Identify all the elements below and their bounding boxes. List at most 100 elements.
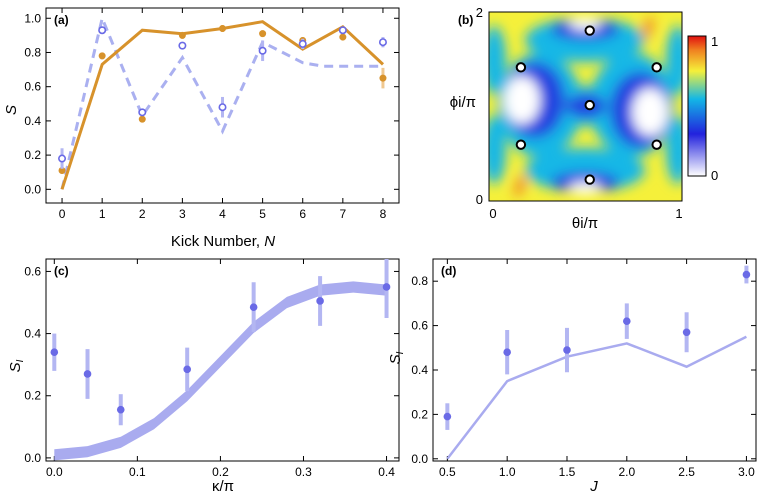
y-axis-title-a: S [3,105,20,115]
x-axis-title-d: J [589,478,598,495]
theory-band [54,281,387,461]
orange-data-point [98,52,106,60]
x-tick-label-a: 1 [99,207,106,221]
y-tick-label-a: 0.8 [24,45,41,59]
data-point [563,346,571,354]
panel-c: 0.0 0.1 0.2 0.3 0.4 0.0 0.2 0.4 0.6 (c) κ/π SI [7,258,400,495]
y-tick-label-a: 1.0 [24,11,41,25]
y-tick-label-c: 0.4 [24,327,41,341]
plot-frame-b [488,11,683,202]
y-tick-b-0: 0 [476,192,483,207]
data-point [116,405,125,414]
x-tick-label-a: 2 [139,207,146,221]
panel-label-d: (d) [441,264,456,278]
heatmap-marker [651,62,662,73]
x-tick-label-c: 0.1 [129,465,146,479]
data-point [316,297,324,305]
y-tick-label-a: 0.2 [24,148,41,162]
x-tick-label-a: 4 [219,207,226,221]
y-tick-label-d: 0.4 [411,363,428,377]
x-tick-label-c: 0.4 [378,465,395,479]
x-axis-title-b: θi/π [572,215,598,232]
blue-open-data-point [338,26,347,35]
y-tick-label-a: 0.0 [24,182,41,196]
data-point [249,303,258,311]
orange-data-point [58,167,66,174]
y-tick-label-d: 0.0 [411,452,428,466]
data-point [382,283,391,291]
y-axis-title-c: SI [7,359,26,372]
x-tick-label-a: 3 [179,207,186,221]
y-tick-label-d: 0.2 [411,407,428,421]
x-tick-label-d: 1.5 [559,465,576,479]
panel-b: (b) 2 0 0 1 θi/π ϕi/π 1 0 [450,5,718,232]
x-tick-label-a: 6 [299,207,306,221]
data-point [443,412,452,421]
x-tick-label-c: 0.3 [295,465,312,479]
y-tick-label-c: 0.6 [24,264,41,278]
y-tick-label-c: 0.2 [24,389,41,403]
heatmap-marker [651,139,662,150]
orange-data-point [138,115,146,123]
x-tick-b-1: 1 [675,206,682,221]
x-tick-label-d: 2.0 [618,465,635,479]
blue-open-data-point [98,26,107,35]
data-point [183,365,191,374]
heatmap-marker [584,99,595,111]
dashed-theory-line [60,13,383,190]
orange-data-point [219,25,226,33]
data-point [503,348,511,357]
x-axis-title-a: Kick Number, N [171,233,275,250]
y-tick-label-c: 0.0 [24,451,41,465]
colorbar-tick-min: 0 [711,168,718,183]
x-tick-label-c: 0.2 [212,465,229,479]
y-tick-label-d: 0.6 [411,319,428,333]
x-tick-label-d: 1.0 [499,465,516,479]
x-tick-label-a: 0 [59,207,66,221]
colorbar-tick-max: 1 [711,34,718,49]
y-tick-label-a: 0.6 [24,80,41,94]
blue-open-data-point [178,41,187,50]
orange-data-point [259,30,267,38]
data-point [682,328,691,337]
data-point [742,270,751,279]
blue-open-data-point [58,154,67,163]
heatmap-marker [584,174,595,185]
heatmap-marker [515,62,527,73]
panel-label-b: (b) [458,13,473,27]
data-point [50,348,59,357]
x-axis-title-c: κ/π [212,478,234,495]
colorbar [687,35,707,177]
x-tick-label-a: 5 [259,207,266,221]
y-tick-label-a: 0.4 [24,114,41,128]
y-tick-b-2: 2 [476,5,483,20]
heatmap-marker [515,139,527,150]
blue-open-data-point [258,46,267,55]
heatmap-marker [584,25,595,36]
blue-open-data-point [218,103,227,112]
orange-data-point [339,33,347,41]
blue-open-data-point [378,38,387,47]
x-tick-label-d: 0.5 [439,465,456,479]
blue-open-data-point [298,39,307,48]
panel-d: 0.5 1.0 1.5 2.0 2.5 3.00.00.20.40.60.8 (d) J … [387,258,757,495]
x-tick-label-d: 2.5 [678,465,695,479]
x-tick-label-d: 3.0 [738,465,755,479]
data-point [83,370,92,378]
plot-frame-c [45,258,400,462]
data-point [623,317,631,325]
y-axis-title-b: ϕi/π [450,94,476,111]
panel-a: 0 1 2 3 4 5 6 7 8 0.0 0.2 0.4 0.6 0.8 1.0 (a) Kick Num… [3,7,400,250]
x-tick-b-0: 0 [489,206,496,221]
plot-frame-d [432,258,757,462]
theory-line [446,335,747,460]
blue-open-data-point [138,108,147,117]
orange-data-point [178,31,186,39]
y-axis-title-d: SI [387,351,406,364]
x-tick-label-a: 7 [339,207,346,221]
orange-data-point [379,74,387,82]
y-tick-label-d: 0.8 [411,274,428,288]
panel-label-c: (c) [54,264,69,278]
panel-label-a: (a) [54,13,69,27]
